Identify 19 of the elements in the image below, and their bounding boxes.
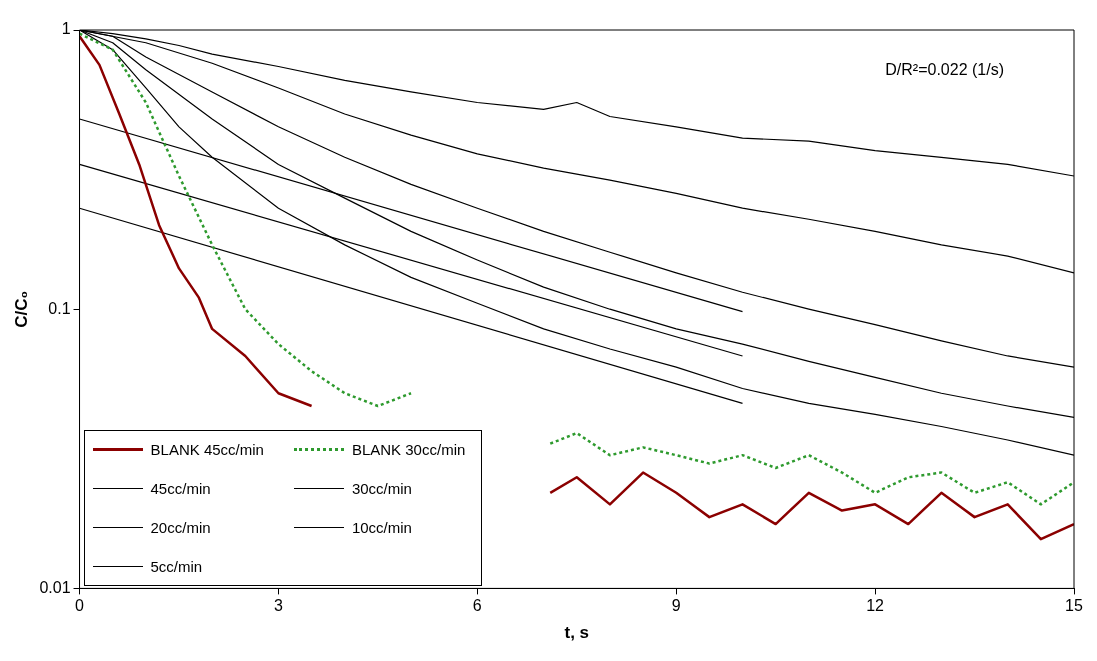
x-tick-label: 0 xyxy=(75,597,85,615)
legend-label: 30cc/min xyxy=(351,480,412,498)
y-axis-title: C/C₀ xyxy=(11,290,31,328)
legend-label: BLANK 30cc/min xyxy=(351,441,466,459)
x-tick-label: 12 xyxy=(866,597,885,615)
legend-label: 5cc/min xyxy=(150,558,203,576)
x-tick-label: 9 xyxy=(671,597,681,615)
legend-label: 20cc/min xyxy=(150,519,211,537)
x-tick-label: 3 xyxy=(273,597,283,615)
y-tick-label: 1 xyxy=(61,20,71,38)
legend-label: 45cc/min xyxy=(150,480,211,498)
x-tick-label: 6 xyxy=(472,597,482,615)
y-tick-label: 0.1 xyxy=(48,299,71,317)
y-tick-label: 0.01 xyxy=(39,578,71,596)
annotation: D/R²=0.022 (1/s) xyxy=(885,61,1004,78)
x-axis-title: t, s xyxy=(564,623,590,643)
x-tick-label: 15 xyxy=(1065,597,1083,615)
legend-label: 10cc/min xyxy=(351,519,412,537)
legend-label: BLANK 45cc/min xyxy=(150,441,264,459)
